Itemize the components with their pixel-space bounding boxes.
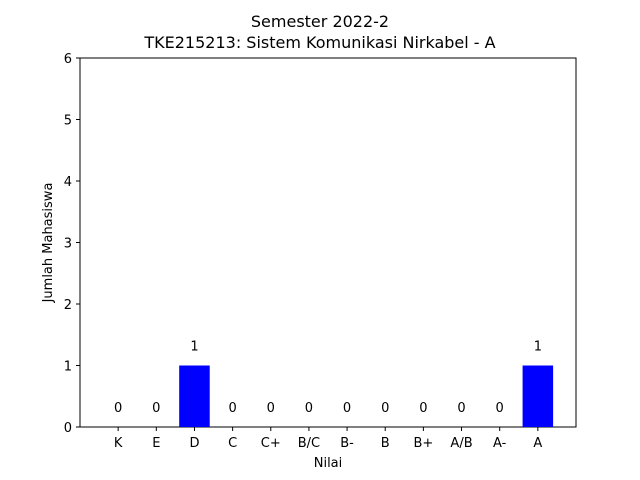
y-tick-label: 5 [64,114,72,129]
x-tick-label: A/B [450,436,472,451]
x-tick-label: A- [493,436,507,451]
x-tick-label: C [228,436,237,451]
x-tick-label: A [533,436,542,451]
x-tick-label: D [189,436,199,451]
y-tick-label: 3 [64,237,72,252]
data-label: 0 [457,401,465,416]
data-label: 0 [419,401,427,416]
data-label: 0 [381,401,389,416]
data-label: 0 [496,401,504,416]
chart-subtitle: TKE215213: Sistem Komunikasi Nirkabel - … [144,33,496,52]
y-tick-label: 1 [64,360,72,375]
x-axis-label: Nilai [314,456,343,471]
bar [522,365,554,427]
data-label: 1 [190,340,198,355]
data-label: 0 [152,401,160,416]
y-tick-label: 0 [64,421,72,436]
x-tick-label: B/C [298,436,320,451]
y-tick-label: 6 [64,52,72,67]
data-label: 0 [267,401,275,416]
chart-title: Semester 2022-2 [250,12,390,31]
data-label: 0 [343,401,351,416]
data-label: 0 [305,401,313,416]
y-tick-label: 2 [64,298,72,313]
x-tick-label: C+ [261,436,281,451]
x-tick-label: E [152,436,160,451]
x-tick-label: B- [340,436,354,451]
data-label: 1 [534,340,542,355]
y-axis-label: Jumlah Mahasiswa [41,183,56,304]
data-label: 0 [228,401,236,416]
x-tick-label: K [114,436,123,451]
x-tick-label: B [381,436,390,451]
x-tick-label: B+ [413,436,433,451]
bar [179,365,210,427]
y-tick-label: 4 [64,175,72,190]
data-label: 0 [114,401,122,416]
plot-area-frame [79,57,577,428]
